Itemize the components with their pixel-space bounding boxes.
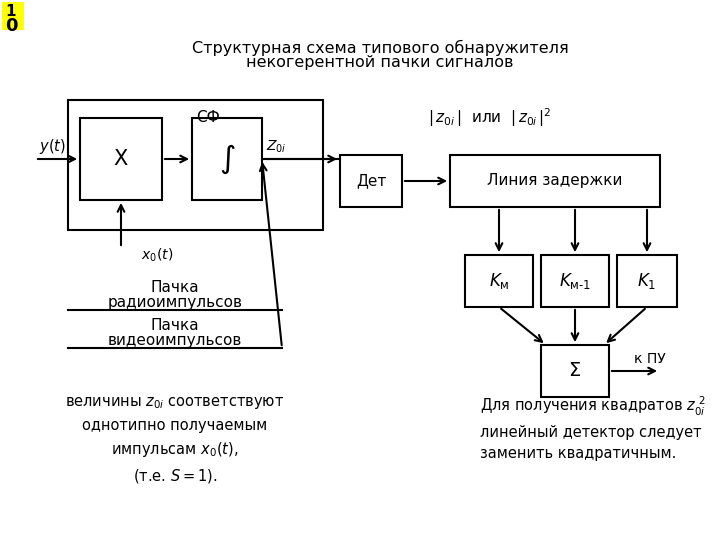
Text: Структурная схема типового обнаружителя: Структурная схема типового обнаружителя xyxy=(192,40,568,56)
Text: Дет: Дет xyxy=(356,173,386,188)
Text: к ПУ: к ПУ xyxy=(634,352,666,366)
Text: величины $z_{0i}$ соответствуют
однотипно получаемым
импульсам $x_0(t)$,
(т.е. $: величины $z_{0i}$ соответствуют однотипн… xyxy=(66,395,284,485)
Bar xyxy=(68,100,323,230)
Text: 0: 0 xyxy=(5,17,17,35)
Bar xyxy=(80,118,162,200)
Text: $Z_{0i}$: $Z_{0i}$ xyxy=(266,139,287,155)
Bar xyxy=(541,255,609,307)
Text: $\Sigma$: $\Sigma$ xyxy=(569,361,582,381)
Text: $K_{\text{м}}$: $K_{\text{м}}$ xyxy=(489,271,509,291)
Text: 1: 1 xyxy=(5,4,16,19)
Text: радиоимпульсов: радиоимпульсов xyxy=(107,294,243,309)
Text: СФ: СФ xyxy=(196,111,220,125)
Text: Пачка: Пачка xyxy=(150,319,199,334)
Text: Линия задержки: Линия задержки xyxy=(487,173,623,188)
Bar xyxy=(450,155,660,207)
Text: Х: Х xyxy=(114,149,128,169)
Text: $\int$: $\int$ xyxy=(219,143,235,176)
Text: Пачка: Пачка xyxy=(150,280,199,295)
Text: видеоимпульсов: видеоимпульсов xyxy=(108,333,242,348)
Text: $y(t)$: $y(t)$ xyxy=(39,137,66,156)
FancyBboxPatch shape xyxy=(2,2,24,30)
Text: $x_0(t)$: $x_0(t)$ xyxy=(141,246,174,264)
Text: $K_1$: $K_1$ xyxy=(637,271,657,291)
Text: Для получения квадратов $z_{0i}^{\ 2}$
линейный детектор следует
заменить квадра: Для получения квадратов $z_{0i}^{\ 2}$ л… xyxy=(480,395,706,461)
Bar xyxy=(541,345,609,397)
Text: некогерентной пачки сигналов: некогерентной пачки сигналов xyxy=(246,56,514,71)
Bar xyxy=(340,155,402,207)
Text: $K_{\text{м-1}}$: $K_{\text{м-1}}$ xyxy=(559,271,591,291)
Bar xyxy=(465,255,533,307)
Bar xyxy=(617,255,677,307)
Text: $|\, z_{0i}\, |$  или  $|\, z_{0i}\, |^2$: $|\, z_{0i}\, |$ или $|\, z_{0i}\, |^2$ xyxy=(428,106,552,130)
Bar xyxy=(192,118,262,200)
